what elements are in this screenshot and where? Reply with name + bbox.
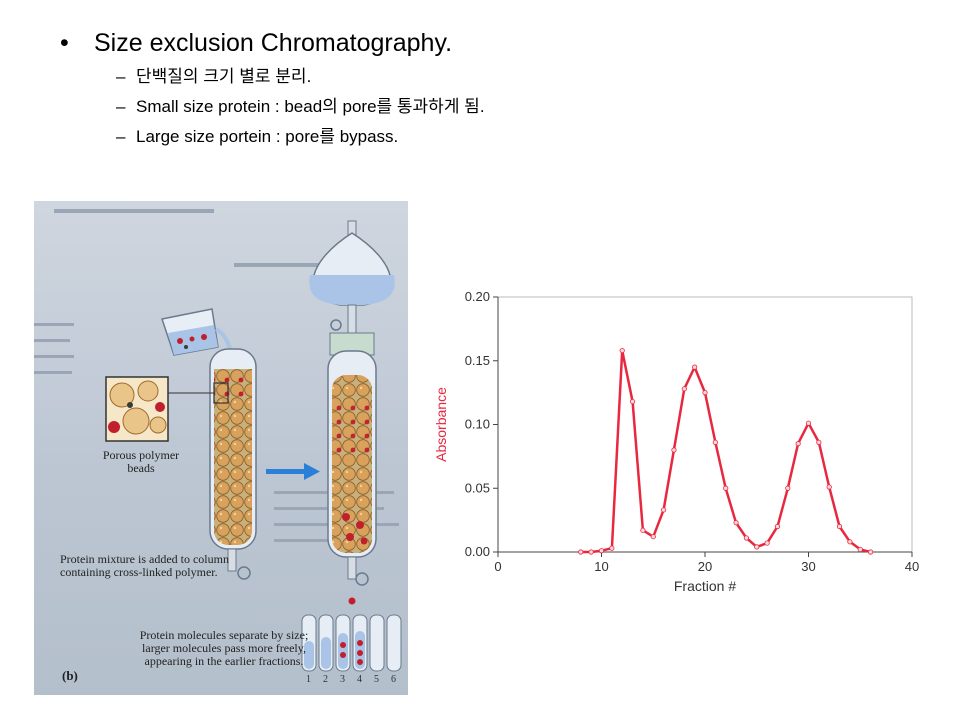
- mixture-caption: Protein mixture is added to column conta…: [60, 552, 229, 579]
- data-point: [609, 545, 615, 551]
- y-tick-label: 0.15: [465, 353, 490, 368]
- data-point: [836, 523, 843, 530]
- data-point: [661, 507, 667, 513]
- data-point: [588, 549, 594, 555]
- data-point: [805, 420, 812, 426]
- dash-glyph: –: [116, 127, 126, 146]
- arrow-icon: [266, 463, 320, 480]
- y-tick-label: 0.05: [465, 480, 490, 495]
- y-axis-label: Absorbance: [433, 387, 449, 462]
- data-point: [826, 484, 832, 490]
- data-point: [764, 540, 770, 546]
- slide-title: Size exclusion Chromatography.: [94, 29, 453, 57]
- data-point: [754, 544, 760, 550]
- data-point: [681, 386, 687, 392]
- data-point: [640, 527, 646, 533]
- illustration-drawing: [34, 209, 402, 672]
- pouring-beaker: [161, 308, 234, 362]
- dash-glyph: –: [116, 67, 126, 86]
- data-point: [619, 347, 625, 354]
- panel-label: (b): [62, 668, 78, 683]
- data-point: [702, 390, 708, 396]
- y-tick-label: 0.00: [465, 544, 490, 559]
- absorbance-series-line: [580, 349, 871, 554]
- data-point: [671, 447, 677, 453]
- data-point: [723, 485, 729, 491]
- tube-number: 4: [357, 674, 362, 685]
- bead-zoom-inset: [105, 376, 214, 442]
- sub-bullet-3: – Large size portein : pore를 bypass.: [60, 122, 485, 152]
- x-axis-label: Fraction #: [674, 578, 736, 594]
- data-point: [629, 398, 636, 405]
- separatory-funnel: [309, 220, 395, 334]
- main-bullet: • Size exclusion Chromatography.: [60, 26, 485, 60]
- y-tick-label: 0.20: [465, 289, 490, 304]
- data-point: [650, 534, 656, 540]
- data-point: [857, 546, 863, 553]
- right-column: [327, 332, 377, 605]
- sub-bullet-1: – 단백질의 크기 별로 분리.: [60, 62, 485, 92]
- bullet-list: • Size exclusion Chromatography. – 단백질의 …: [60, 26, 485, 152]
- sub-bullet-text: Small size protein : bead의 pore를 통과하게 됨.: [136, 97, 485, 116]
- beads-caption: Porous polymer beads: [102, 448, 180, 475]
- x-tick-label: 30: [801, 559, 815, 574]
- dash-glyph: –: [116, 97, 126, 116]
- x-tick-label: 0: [494, 559, 501, 574]
- tube-number: 2: [323, 674, 328, 685]
- separate-caption: Protein molecules separate by size; larg…: [139, 628, 309, 668]
- sub-bullet-list: – 단백질의 크기 별로 분리. – Small size protein : …: [60, 62, 485, 152]
- data-point: [816, 439, 822, 445]
- data-point: [578, 549, 584, 555]
- x-tick-label: 40: [905, 559, 919, 574]
- collection-tubes: [301, 614, 402, 672]
- left-column: [209, 348, 257, 580]
- bullet-dot: •: [60, 29, 69, 57]
- tube-number: 6: [391, 674, 396, 685]
- data-point: [774, 523, 781, 530]
- data-point: [692, 364, 698, 370]
- tube-number: 5: [374, 674, 379, 685]
- sub-bullet-text: 단백질의 크기 별로 분리.: [136, 67, 312, 86]
- x-tick-label: 20: [698, 559, 712, 574]
- plot-frame: [497, 296, 913, 553]
- data-point: [867, 549, 874, 555]
- data-point: [795, 441, 801, 447]
- data-point: [712, 439, 718, 445]
- data-point: [598, 548, 605, 554]
- data-point: [743, 535, 749, 541]
- chromatography-illustration: Porous polymer beads Protein mixture is …: [34, 201, 408, 695]
- chart-svg: 0 10 20 30 40 0.00 0.05 0.10 0.15 0.20 Fraction # A…: [433, 289, 919, 594]
- x-tick-label: 10: [594, 559, 608, 574]
- tube-number: 1: [306, 674, 311, 685]
- tube-number: 3: [340, 674, 345, 685]
- sub-bullet-text: Large size portein : pore를 bypass.: [136, 127, 399, 146]
- sub-bullet-2: – Small size protein : bead의 pore를 통과하게 …: [60, 92, 485, 122]
- data-point: [847, 539, 853, 545]
- data-point: [733, 520, 739, 526]
- y-tick-label: 0.10: [465, 417, 490, 432]
- data-point: [785, 485, 791, 491]
- absorbance-chart: 0 10 20 30 40 0.00 0.05 0.10 0.15 0.20 Fraction # A…: [425, 285, 935, 600]
